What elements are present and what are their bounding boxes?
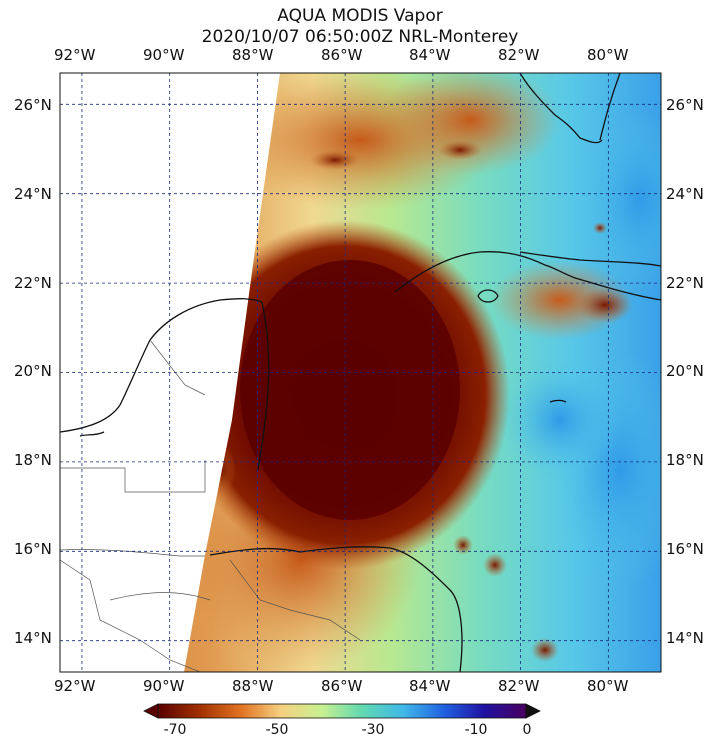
lat-label-right: 14°N bbox=[666, 629, 704, 647]
lon-label-top: 82°W bbox=[498, 46, 540, 64]
lon-label-top: 90°W bbox=[143, 46, 185, 64]
lon-label-top: 86°W bbox=[321, 46, 363, 64]
map-subtitle: 2020/10/07 06:50:00Z NRL-Monterey bbox=[201, 27, 519, 47]
lon-label-bottom: 92°W bbox=[54, 677, 96, 695]
colorbar-label: 0 bbox=[522, 722, 532, 738]
lat-label-right: 20°N bbox=[666, 362, 704, 380]
colorbar-low-arrow bbox=[143, 703, 159, 719]
lat-label-right: 18°N bbox=[666, 451, 704, 469]
lon-label-top: 84°W bbox=[409, 46, 451, 64]
colorbar-label: -30 bbox=[361, 722, 385, 738]
lat-label-left: 24°N bbox=[14, 185, 52, 203]
lon-label-top: 92°W bbox=[54, 46, 96, 64]
lat-label-left: 18°N bbox=[14, 451, 52, 469]
lat-label-right: 24°N bbox=[666, 185, 704, 203]
lon-label-bottom: 90°W bbox=[143, 677, 185, 695]
colorbar-high-arrow bbox=[525, 703, 541, 719]
lon-label-top: 88°W bbox=[232, 46, 274, 64]
colorbar bbox=[143, 703, 541, 719]
lon-label-bottom: 84°W bbox=[409, 677, 451, 695]
lat-label-right: 22°N bbox=[666, 274, 704, 292]
lon-label-bottom: 86°W bbox=[321, 677, 363, 695]
lat-label-right: 26°N bbox=[666, 96, 704, 114]
borders bbox=[60, 339, 361, 672]
lat-label-left: 26°N bbox=[14, 96, 52, 114]
lat-label-left: 22°N bbox=[14, 274, 52, 292]
lon-label-bottom: 82°W bbox=[498, 677, 540, 695]
lon-label-top: 80°W bbox=[587, 46, 629, 64]
lon-label-bottom: 88°W bbox=[232, 677, 274, 695]
lat-label-left: 16°N bbox=[14, 540, 52, 558]
colorbar-label: -70 bbox=[163, 722, 187, 738]
map-title: AQUA MODIS Vapor bbox=[277, 6, 443, 26]
colorbar-label: -50 bbox=[265, 722, 289, 738]
lat-label-left: 20°N bbox=[14, 362, 52, 380]
lat-label-right: 16°N bbox=[666, 540, 704, 558]
water-vapor-swath bbox=[184, 73, 661, 672]
colorbar-label: -10 bbox=[464, 722, 488, 738]
lat-label-left: 14°N bbox=[14, 629, 52, 647]
lon-label-bottom: 80°W bbox=[587, 677, 629, 695]
map-frame bbox=[59, 72, 662, 673]
gridlines bbox=[60, 73, 661, 672]
